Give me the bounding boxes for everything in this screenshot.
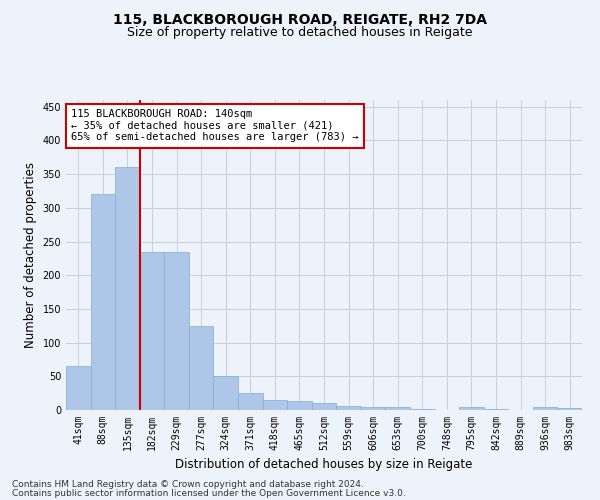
- Bar: [361, 406, 385, 410]
- Bar: [336, 406, 361, 410]
- Bar: [238, 393, 263, 410]
- Bar: [287, 400, 312, 410]
- Bar: [91, 194, 115, 410]
- Text: 115, BLACKBOROUGH ROAD, REIGATE, RH2 7DA: 115, BLACKBOROUGH ROAD, REIGATE, RH2 7DA: [113, 12, 487, 26]
- Bar: [459, 408, 484, 410]
- Bar: [557, 408, 582, 410]
- Bar: [115, 168, 140, 410]
- Bar: [214, 376, 238, 410]
- Bar: [385, 408, 410, 410]
- Bar: [263, 400, 287, 410]
- Y-axis label: Number of detached properties: Number of detached properties: [24, 162, 37, 348]
- Text: 115 BLACKBOROUGH ROAD: 140sqm
← 35% of detached houses are smaller (421)
65% of : 115 BLACKBOROUGH ROAD: 140sqm ← 35% of d…: [71, 110, 359, 142]
- Bar: [533, 408, 557, 410]
- Bar: [66, 366, 91, 410]
- Bar: [312, 404, 336, 410]
- X-axis label: Distribution of detached houses by size in Reigate: Distribution of detached houses by size …: [175, 458, 473, 471]
- Text: Size of property relative to detached houses in Reigate: Size of property relative to detached ho…: [127, 26, 473, 39]
- Bar: [164, 252, 189, 410]
- Text: Contains HM Land Registry data © Crown copyright and database right 2024.: Contains HM Land Registry data © Crown c…: [12, 480, 364, 489]
- Text: Contains public sector information licensed under the Open Government Licence v3: Contains public sector information licen…: [12, 490, 406, 498]
- Bar: [140, 252, 164, 410]
- Bar: [189, 326, 214, 410]
